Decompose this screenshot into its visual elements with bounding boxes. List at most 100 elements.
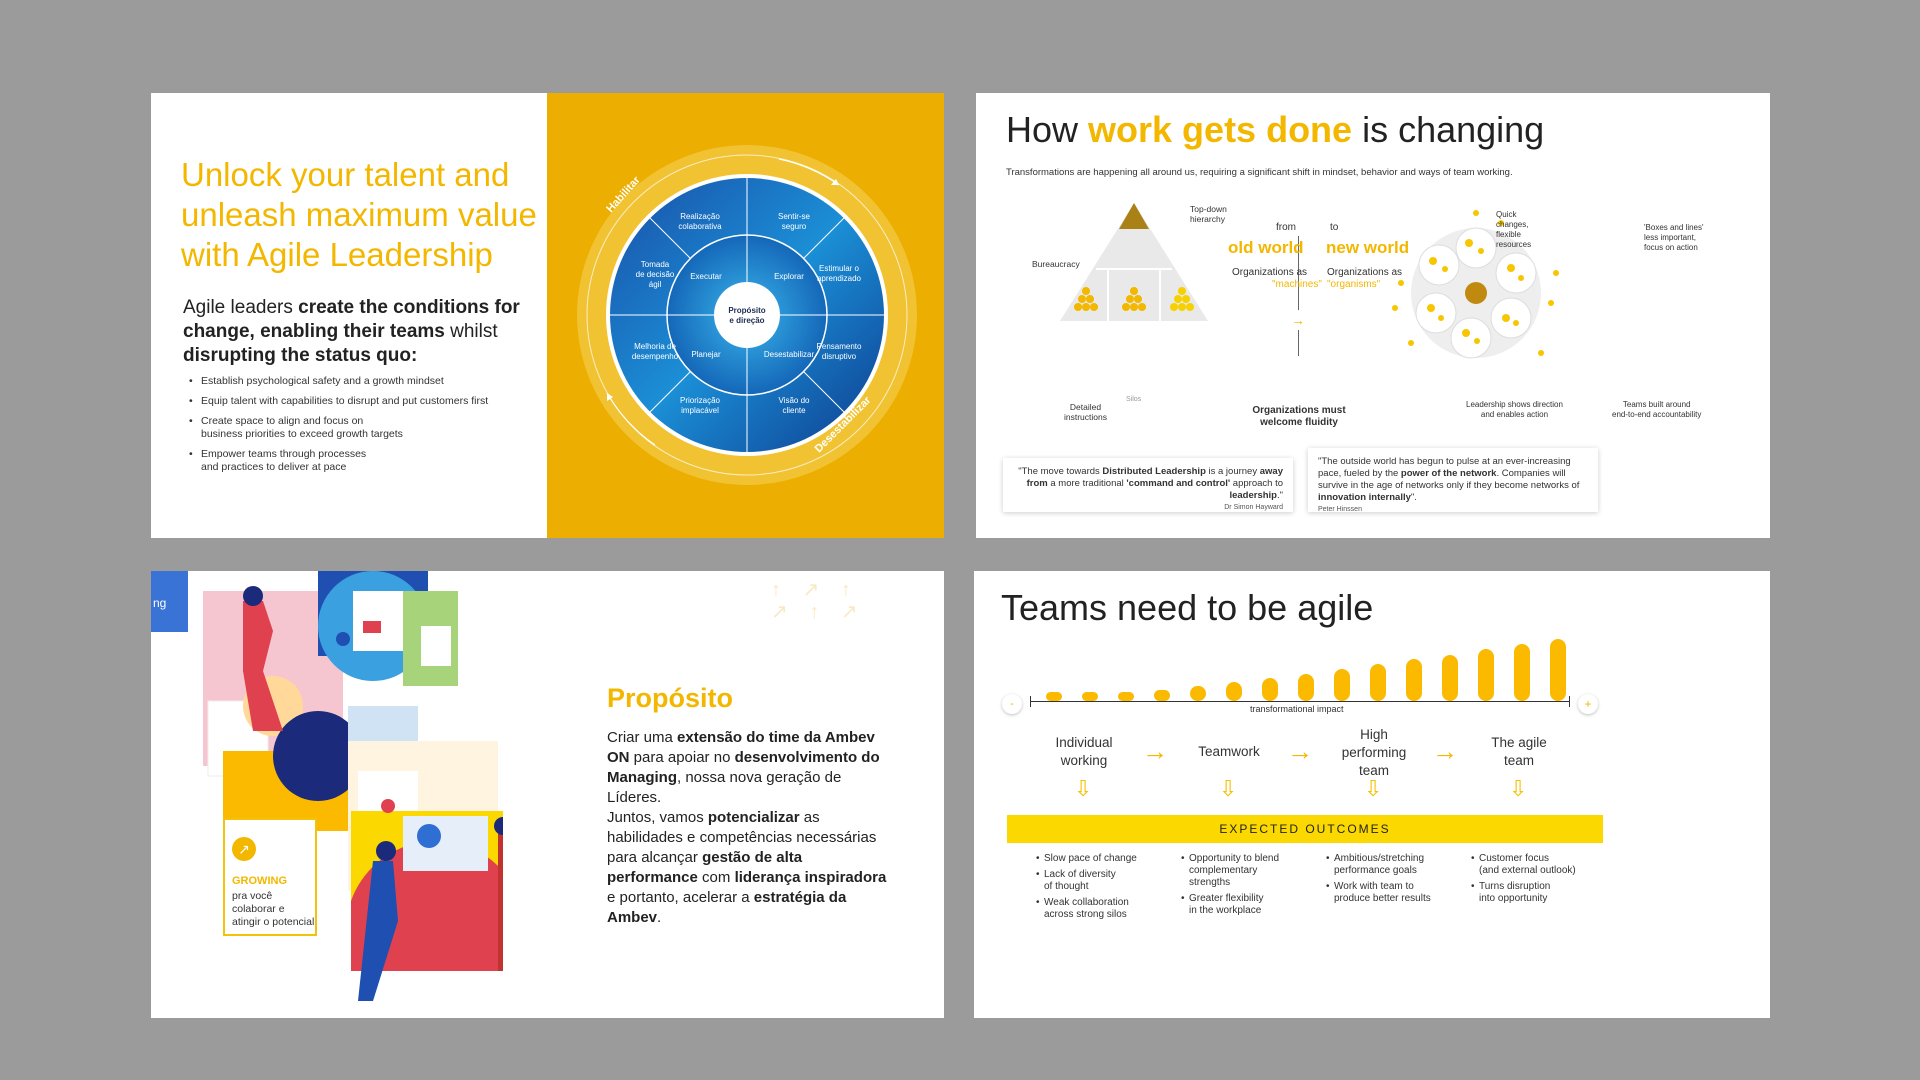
outer-label: Estimular o	[819, 264, 860, 273]
label-silos: Silos	[1126, 396, 1142, 403]
slide1-bullets: Establish psychological safety and a gro…	[183, 375, 523, 481]
outcome-item: Ambitious/stretching performance goals	[1326, 853, 1456, 877]
inner-label-explorar: Explorar	[774, 272, 804, 281]
plus-icon: +	[1578, 694, 1598, 714]
label-teams: Teams built around end-to-end accountabi…	[1612, 400, 1702, 419]
center-label-2: e direção	[729, 316, 764, 325]
impact-bar	[1478, 648, 1494, 701]
label-leadership: Leadership shows direction and enables a…	[1466, 400, 1563, 419]
impact-axis	[1030, 701, 1570, 702]
outcome-item: Work with team to produce better results	[1326, 881, 1456, 905]
slide1-lead: Agile leaders create the conditions for …	[183, 296, 523, 368]
impact-bar	[1190, 686, 1206, 701]
center-label-1: Propósito	[728, 306, 765, 315]
impact-bar	[1514, 643, 1530, 701]
impact-bar	[1550, 639, 1566, 701]
outer-label: de decisão	[636, 270, 675, 279]
slide-agile-leadership: Unlock your talent and unleash maximum v…	[151, 93, 944, 538]
impact-bar	[1154, 689, 1170, 701]
title-highlight: work gets done	[1088, 109, 1353, 150]
arrow-down-icon: ⇩	[1074, 776, 1093, 801]
lead-bold: create the conditions for change, enabli…	[183, 297, 520, 342]
lead-bold: disrupting the status quo:	[183, 345, 418, 366]
outer-label: Tomada	[641, 260, 670, 269]
title-text: is changing	[1352, 109, 1545, 150]
center-circle	[714, 282, 780, 348]
new-world: new world	[1326, 238, 1410, 257]
label-top-down: Top-down hierarchy	[1190, 204, 1227, 224]
fluidity-label: Organizations must welcome fluidity	[1252, 405, 1346, 428]
outcomes-col-2: Opportunity to blend complementary stren…	[1181, 853, 1311, 921]
slide2-title: How work gets done is changing	[1006, 109, 1544, 151]
impact-bar	[1118, 692, 1134, 701]
impact-bar	[1334, 669, 1350, 701]
impact-bar	[1406, 659, 1422, 701]
organisms: "organisms"	[1327, 279, 1381, 290]
lead-text: Agile leaders	[183, 297, 299, 318]
inner-label-planejar: Planejar	[691, 350, 721, 359]
impact-bar	[1082, 692, 1098, 701]
section-tab: ng	[151, 571, 188, 632]
outer-label: Sentir-se	[778, 212, 811, 221]
stage-agile-team: The agile team	[1491, 735, 1547, 768]
bullet-item: Empower teams through processes and prac…	[189, 448, 523, 474]
outer-label: Priorização	[680, 396, 721, 405]
outcomes-col-1: Slow pace of change Lack of diversity of…	[1036, 853, 1166, 925]
outcome-item: Lack of diversity of thought	[1036, 869, 1166, 893]
orgs-as-right: Organizations as	[1327, 267, 1403, 278]
slide3-title: Propósito	[607, 683, 733, 713]
arrow-down-icon: ⇩	[1219, 776, 1238, 801]
outer-label: cliente	[782, 406, 806, 415]
outer-label: colaborativa	[678, 222, 722, 231]
slide2-subtitle: Transformations are happening all around…	[1006, 167, 1513, 178]
outcome-item: Weak collaboration across strong silos	[1036, 897, 1166, 921]
outer-label: desempenho	[632, 352, 679, 361]
outcome-item: Customer focus (and external outlook)	[1471, 853, 1601, 877]
tab-label: ng	[153, 596, 167, 610]
growing-title: GROWING	[232, 875, 287, 887]
arrow-right-icon: →	[1432, 736, 1458, 766]
proposito-paragraph-1: Criar uma extensão do time da Ambev ON p…	[607, 729, 880, 806]
outer-label: implacável	[681, 406, 719, 415]
illustration	[203, 571, 503, 1001]
outcome-item: Turns disruption into opportunity	[1471, 881, 1601, 905]
growing-text: pra você colaborar e atingir o potencial	[232, 890, 315, 928]
arrow-down-icon: ⇩	[1364, 776, 1383, 801]
quote-author: Peter Hinssen	[1318, 506, 1362, 513]
label-quick: Quick changes, flexible resources	[1496, 210, 1532, 249]
stage-teamwork: Teamwork	[1198, 744, 1260, 759]
outer-label: Visão do	[779, 396, 811, 405]
outer-label: seguro	[782, 222, 807, 231]
arrow-down-icon: ⇩	[1509, 776, 1528, 801]
outcomes-col-4: Customer focus (and external outlook) Tu…	[1471, 853, 1601, 909]
arrow-right-icon: →	[1287, 736, 1313, 766]
impact-bar	[1442, 654, 1458, 701]
leadership-wheel: Propósito e direção Executar Explorar Pl…	[577, 145, 917, 485]
arrow-right-icon: →	[1288, 310, 1308, 330]
title-text: How	[1006, 109, 1089, 150]
outer-label: ágil	[649, 280, 662, 289]
outcome-item: Greater flexibility in the workplace	[1181, 893, 1311, 917]
outer-label: Realização	[680, 212, 720, 221]
impact-bar	[1262, 678, 1278, 701]
slide1-title: Unlock your talent and unleash maximum v…	[181, 156, 537, 273]
outcomes-col-3: Ambitious/stretching performance goals W…	[1326, 853, 1456, 909]
outer-label: aprendizado	[817, 274, 862, 283]
impact-bar	[1226, 682, 1242, 701]
impact-bar	[1370, 664, 1386, 701]
impact-bars	[1036, 631, 1576, 716]
inner-label-desestabilizar: Desestabilizar	[764, 350, 815, 359]
orgs-as-left: Organizations as	[1232, 267, 1308, 278]
bullet-item: Equip talent with capabilities to disrup…	[189, 395, 523, 408]
quote-card-2: "The outside world has begun to pulse at…	[1308, 448, 1598, 513]
machines: "machines"	[1272, 279, 1322, 290]
slide-proposito: ng ↗ GROWING pra você colaborar e atingi…	[151, 571, 944, 1018]
outcome-item: Slow pace of change	[1036, 853, 1166, 865]
impact-bar	[1298, 673, 1314, 701]
lead-text: whilst	[444, 321, 498, 342]
impact-bar	[1046, 692, 1062, 701]
label-detailed: Detailed instructions	[1064, 402, 1107, 422]
outcome-item: Opportunity to blend complementary stren…	[1181, 853, 1311, 889]
quote-author: Dr Simon Hayward	[1224, 504, 1283, 511]
label-bureaucracy: Bureaucracy	[1032, 259, 1080, 269]
